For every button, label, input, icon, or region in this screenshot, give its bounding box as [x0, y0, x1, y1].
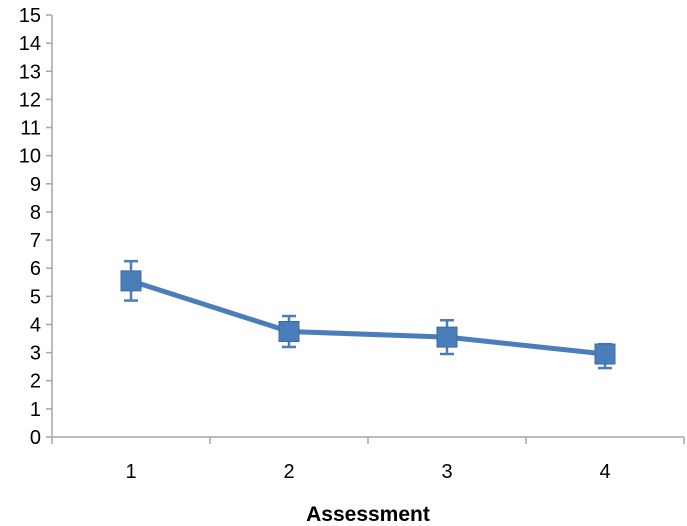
series-layer	[120, 259, 616, 370]
x-tick-label: 3	[441, 461, 452, 483]
x-tick-label: 4	[599, 461, 610, 483]
y-tick-label: 8	[30, 202, 41, 224]
y-tick-label: 5	[30, 286, 41, 308]
y-tick-label: 2	[30, 371, 41, 393]
y-tick-label: 0	[30, 427, 41, 449]
y-tick-label: 15	[19, 5, 41, 27]
data-point-marker	[120, 270, 142, 292]
y-tick-label: 12	[19, 89, 41, 111]
y-tick-label: 1	[30, 399, 41, 421]
x-axis-title: Assessment	[306, 503, 430, 526]
y-tick-label: 9	[30, 174, 41, 196]
series-line	[130, 278, 606, 357]
data-point-marker	[278, 321, 300, 342]
y-tick-label: 6	[30, 258, 41, 280]
x-tick-label: 1	[125, 461, 136, 483]
y-tick-label: 14	[19, 33, 41, 55]
data-point-marker	[594, 343, 616, 365]
x-tick-label: 2	[283, 461, 294, 483]
y-tick-label: 3	[30, 343, 41, 365]
y-tick-label: 10	[19, 146, 41, 168]
y-tick-label: 11	[20, 118, 41, 140]
data-point-marker	[436, 326, 458, 348]
y-tick-label: 13	[19, 61, 41, 83]
y-tick-label: 4	[30, 314, 41, 336]
x-axis-ticks: 1 2 3 4	[51, 437, 685, 483]
y-tick-label: 7	[30, 230, 41, 252]
